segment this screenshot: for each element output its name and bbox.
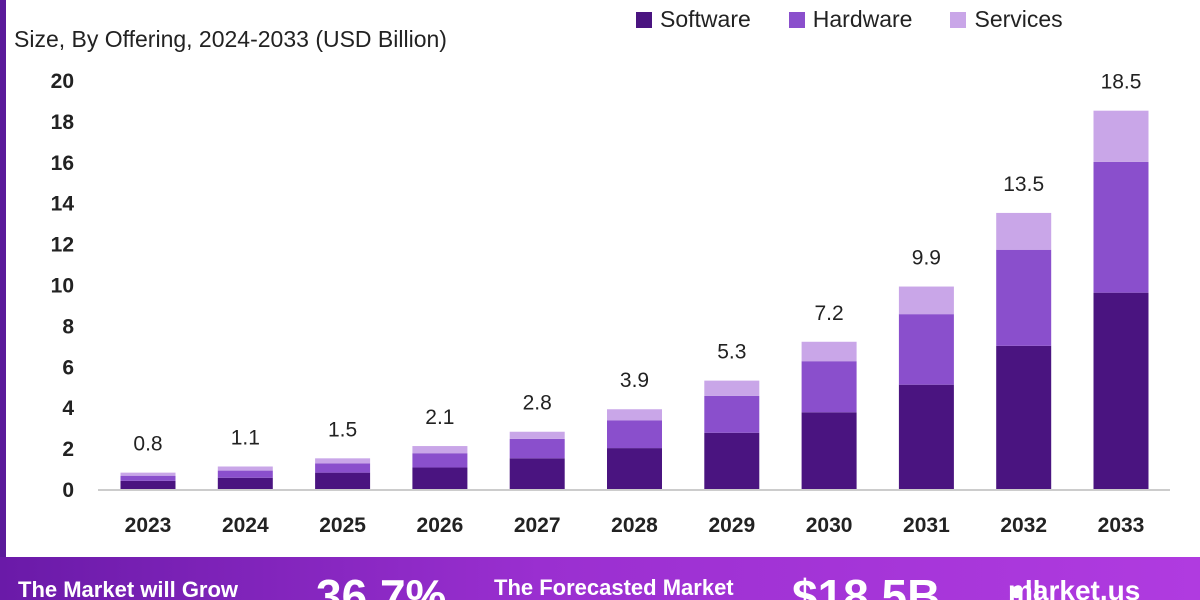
- footer-grow-label: The Market will Grow: [18, 577, 239, 600]
- legend-item-software: Software: [636, 6, 751, 33]
- legend-item-hardware: Hardware: [788, 6, 913, 33]
- y-tick-label: 12: [51, 234, 74, 257]
- x-tick-label: 2032: [1000, 514, 1047, 537]
- y-tick-label: 16: [51, 152, 74, 175]
- legend-swatch-software: [636, 11, 652, 28]
- bar-segment-hardware: [120, 475, 176, 481]
- x-tick-label: 2024: [222, 514, 269, 537]
- footer-forecast-value: $18.5B: [792, 570, 941, 600]
- bar-segment-services: [217, 466, 273, 471]
- data-label: 2.1: [425, 406, 454, 429]
- y-tick-label: 20: [51, 70, 74, 93]
- x-tick-label: 2025: [319, 514, 366, 537]
- chart-subtitle: Size, By Offering, 2024-2033 (USD Billio…: [14, 26, 447, 52]
- data-label: 9.9: [912, 247, 941, 270]
- bar-segment-software: [996, 345, 1052, 489]
- data-label: 2.8: [523, 392, 552, 415]
- x-tick-label: 2029: [708, 514, 755, 537]
- x-tick-label: 2023: [125, 514, 172, 537]
- data-label: 1.1: [231, 427, 260, 450]
- legend-label-hardware: Hardware: [812, 6, 913, 32]
- chart-legend: Software Hardware Services: [636, 6, 1063, 33]
- y-tick-label: 2: [62, 438, 74, 461]
- bar-segment-hardware: [801, 361, 857, 413]
- y-tick-label: 8: [62, 315, 74, 338]
- left-border: [0, 0, 6, 560]
- data-label: 3.9: [620, 369, 649, 392]
- bar-segment-software: [801, 412, 857, 489]
- legend-swatch-hardware: [788, 11, 805, 28]
- y-tick-label: 10: [51, 275, 74, 298]
- footer-brand-name: market.us: [1008, 575, 1141, 600]
- bar-segment-hardware: [607, 420, 662, 449]
- data-label: 5.3: [717, 341, 746, 364]
- bar-segment-software: [898, 384, 954, 489]
- bar-segment-services: [1093, 110, 1149, 162]
- y-tick-label: 6: [62, 356, 74, 379]
- bar-segment-services: [704, 380, 760, 396]
- bar-segment-services: [509, 431, 565, 439]
- bar-segment-hardware: [898, 314, 954, 385]
- x-tick-label: 2033: [1098, 514, 1145, 537]
- bar-segment-software: [315, 472, 371, 489]
- bar-segment-services: [898, 286, 954, 315]
- bar-segment-services: [996, 212, 1052, 250]
- data-label: 18.5: [1101, 71, 1142, 94]
- bar-segment-hardware: [509, 438, 565, 459]
- stacked-bar-chart: 0 2 4 6 8 10 12 14 16 18 20 0.8 2023 1.1 2024 1.5 2025 2.…: [51, 70, 1170, 537]
- bar-segment-hardware: [412, 453, 468, 468]
- bar-segment-hardware: [996, 249, 1052, 346]
- bar-segment-software: [120, 480, 176, 489]
- bar-segment-software: [1093, 292, 1149, 489]
- y-tick-label: 4: [62, 397, 74, 420]
- brand-logo-icon: ●ll: [1008, 575, 1041, 600]
- footer-forecast-label: The Forecasted Market: [494, 575, 734, 600]
- bar-segment-services: [120, 472, 176, 476]
- bar-segment-software: [509, 458, 565, 489]
- y-tick-label: 14: [51, 193, 75, 216]
- footer-banner: The Market will Grow 36.7% The Forecaste…: [0, 557, 1200, 600]
- y-tick-label: 18: [51, 111, 75, 134]
- bar-segment-services: [315, 458, 371, 464]
- x-tick-label: 2031: [903, 514, 950, 537]
- legend-label-software: Software: [660, 6, 751, 32]
- bar-segment-software: [607, 448, 662, 489]
- y-tick-label: 0: [62, 479, 74, 502]
- bar-segment-hardware: [217, 470, 273, 478]
- bar-segment-software: [412, 467, 468, 489]
- x-tick-label: 2030: [806, 514, 853, 537]
- data-label: 0.8: [133, 433, 162, 456]
- bar-segment-hardware: [1093, 161, 1149, 293]
- x-tick-label: 2027: [514, 514, 561, 537]
- legend-item-services: Services: [950, 6, 1063, 33]
- x-tick-label: 2026: [417, 514, 464, 537]
- bar-segment-services: [801, 341, 857, 362]
- bar-segment-hardware: [315, 463, 371, 473]
- data-label: 7.2: [814, 302, 843, 325]
- x-tick-label: 2028: [611, 514, 658, 537]
- bar-segment-software: [217, 477, 273, 489]
- footer-cagr-value: 36.7%: [316, 570, 447, 600]
- bar-segment-software: [704, 432, 760, 489]
- legend-label-services: Services: [974, 6, 1063, 32]
- data-label: 13.5: [1003, 173, 1044, 196]
- bar-segment-hardware: [704, 395, 760, 433]
- bar-segment-services: [412, 446, 468, 454]
- bar-segment-services: [607, 409, 662, 421]
- data-label: 1.5: [328, 418, 357, 441]
- legend-swatch-services: [950, 11, 967, 28]
